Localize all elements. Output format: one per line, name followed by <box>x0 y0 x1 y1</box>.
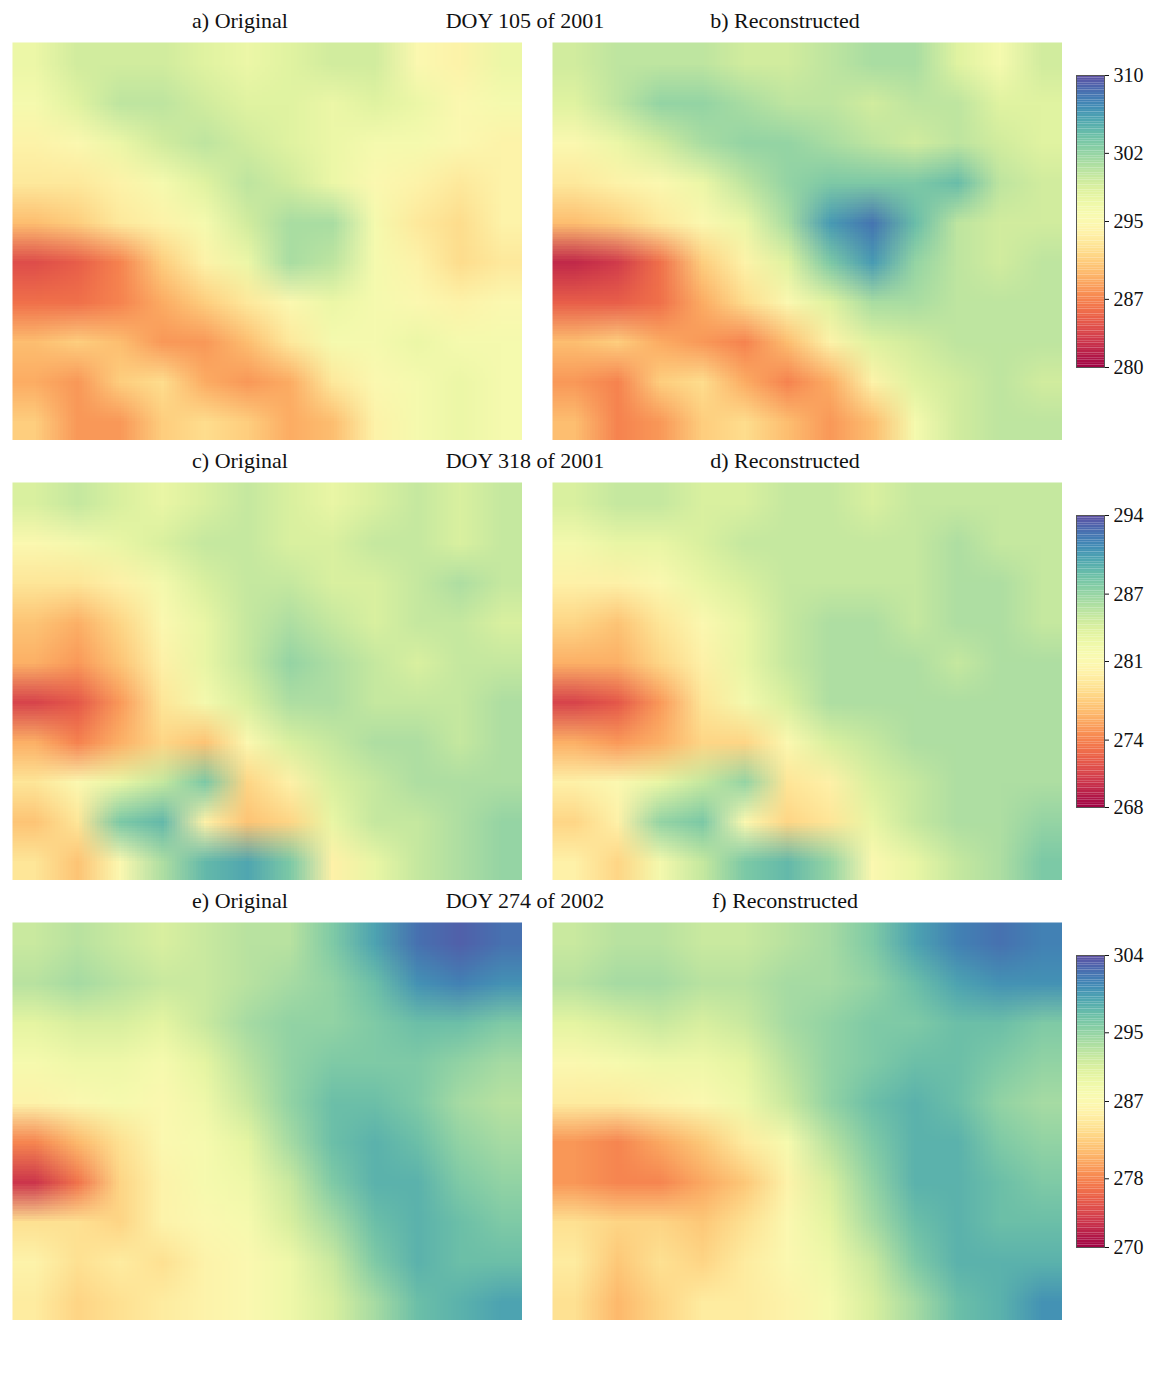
svg-text:287: 287 <box>1114 288 1144 310</box>
svg-text:270: 270 <box>1114 1236 1144 1258</box>
html-text:DOY 274 of 2002: DOY 274 of 2002 <box>445 888 605 913</box>
svg-text:295: 295 <box>1114 210 1144 232</box>
html-text:d) Reconstructed: d) Reconstructed <box>710 448 860 473</box>
svg-text:310: 310 <box>1114 64 1144 86</box>
html-text:DOY 318 of 2001: DOY 318 of 2001 <box>445 448 605 473</box>
html-text:b) Reconstructed: b) Reconstructed <box>710 8 860 33</box>
html-text:DOY 105 of 2001: DOY 105 of 2001 <box>445 8 605 33</box>
svg-text:274: 274 <box>1114 729 1144 751</box>
html-text:e) Original: e) Original <box>192 888 288 913</box>
svg-text:294: 294 <box>1114 504 1144 526</box>
html-text:c) Original: c) Original <box>192 448 288 473</box>
html-text:f) Reconstructed: f) Reconstructed <box>712 888 858 913</box>
svg-text:304: 304 <box>1114 944 1144 966</box>
svg-text:281: 281 <box>1114 650 1144 672</box>
svg-text:302: 302 <box>1114 142 1144 164</box>
svg-text:295: 295 <box>1114 1021 1144 1043</box>
svg-text:280: 280 <box>1114 356 1144 378</box>
svg-text:287: 287 <box>1114 1090 1144 1112</box>
svg-text:268: 268 <box>1114 796 1144 818</box>
svg-text:287: 287 <box>1114 583 1144 605</box>
html-text:a) Original: a) Original <box>192 8 288 33</box>
svg-text:278: 278 <box>1114 1167 1144 1189</box>
